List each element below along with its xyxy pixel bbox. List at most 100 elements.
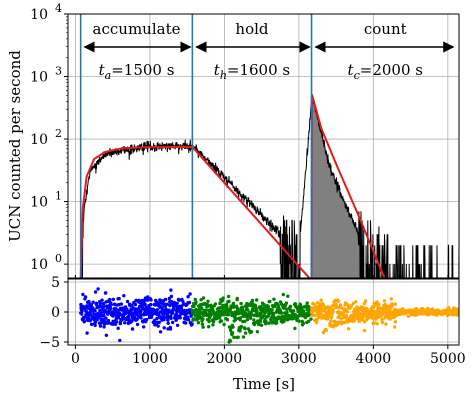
residual-point (93, 320, 98, 324)
residual-point (97, 314, 101, 319)
residual-point (98, 324, 103, 328)
residual-point (239, 324, 243, 329)
residual-point (372, 305, 376, 309)
x-tick-label: 0 (71, 351, 80, 367)
residual-point (89, 303, 94, 307)
residual-point (262, 313, 266, 318)
counts-trace (80, 93, 459, 278)
y-tick-label: 10 (30, 7, 48, 23)
x-tick-label: 3000 (281, 351, 317, 367)
residual-point (169, 316, 173, 320)
residual-point (118, 321, 123, 326)
residual-point (88, 319, 93, 323)
residual-point (167, 308, 171, 312)
residual-point (334, 302, 338, 307)
residual-point (336, 299, 340, 303)
residual-point (349, 304, 353, 308)
residual-point (249, 330, 254, 334)
residual-point (447, 306, 451, 310)
phase-label: hold (235, 20, 268, 38)
residual-point (362, 328, 367, 333)
residual-point (255, 330, 260, 334)
residual-point (196, 321, 201, 325)
residual-point (204, 308, 208, 312)
residual-point (456, 307, 459, 312)
residual-point (157, 320, 161, 324)
residual-point (280, 311, 284, 315)
residual-point (123, 321, 127, 325)
y-tick-exponent: 1 (55, 190, 62, 203)
residual-point (102, 325, 106, 329)
residual-point (168, 303, 172, 308)
residual-point (162, 326, 166, 330)
residual-point (236, 335, 240, 339)
residual-point (163, 297, 168, 302)
residual-point (231, 301, 236, 305)
residual-point (91, 300, 95, 304)
main-plot-frame (67, 13, 460, 279)
residual-point (171, 320, 175, 325)
residual-point (158, 330, 163, 334)
residual-point (406, 314, 411, 318)
residual-point (102, 304, 106, 309)
residual-point (82, 319, 87, 324)
residual-point (255, 298, 259, 302)
residual-point (225, 318, 230, 322)
residual-point (393, 302, 397, 306)
residual-point (241, 335, 246, 339)
residual-point (291, 309, 296, 313)
residual-point (201, 325, 205, 329)
residual-point (234, 316, 238, 321)
residual-point (206, 299, 210, 303)
residual-point (133, 302, 138, 307)
residual-point (144, 317, 149, 322)
residual-point (301, 321, 306, 326)
residual-point (262, 302, 266, 307)
residual-point (384, 322, 388, 326)
main-panel: accumulate ta=1500 s hold th=1600 s count tc=… (6, 2, 460, 279)
residual-point (178, 316, 182, 320)
residual-point (150, 312, 155, 317)
residual-point (81, 292, 85, 297)
y-tick-exponent: 0 (55, 252, 62, 265)
residual-point (139, 316, 143, 320)
residual-point (80, 312, 84, 316)
residual-point (329, 315, 334, 320)
residual-point (201, 317, 205, 321)
residual-point (200, 322, 205, 326)
count-fill-layer (311, 94, 396, 278)
residual-point (297, 319, 301, 323)
residual-point (363, 320, 367, 324)
phase-duration-label: th=1600 s (214, 61, 290, 82)
residual-point (175, 301, 179, 305)
residual-point (89, 312, 93, 317)
residual-point (393, 325, 397, 329)
residual-point (111, 297, 116, 302)
residual-point (162, 314, 166, 319)
residual-point (230, 331, 235, 335)
residual-point (226, 294, 231, 299)
residual-point (125, 299, 130, 304)
y-axis-label: UCN counted per second (6, 50, 24, 242)
residual-point (155, 308, 159, 312)
residual-point (107, 311, 111, 315)
residual-point (108, 297, 112, 302)
main-grid (68, 14, 459, 278)
residual-point (186, 318, 191, 322)
residual-point (166, 321, 170, 325)
main-y-ticks: 10 0 10 1 10 2 10 3 10 4 (30, 2, 68, 273)
residual-point (303, 315, 308, 320)
residual-point (344, 313, 349, 318)
y-tick-exponent: 2 (55, 127, 62, 140)
residual-point (102, 313, 106, 318)
residual-point (209, 312, 214, 316)
residual-point (98, 301, 103, 305)
residual-y-tick-label: −5 (39, 335, 60, 351)
residual-point (170, 311, 175, 315)
residual-point (227, 313, 231, 317)
residual-point (231, 325, 235, 329)
residual-point (309, 317, 313, 321)
residual-point (266, 304, 270, 309)
residual-point (145, 298, 150, 302)
